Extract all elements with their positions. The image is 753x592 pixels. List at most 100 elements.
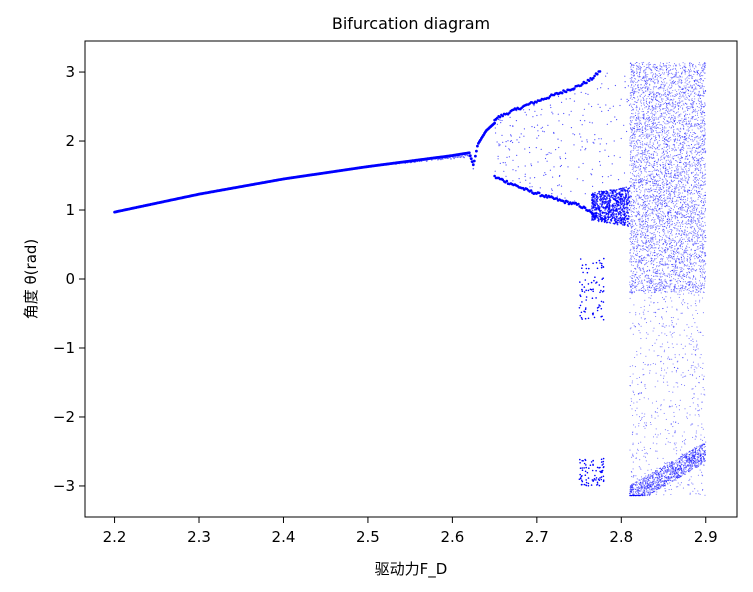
data-point-period-1 — [472, 167, 475, 170]
data-point-chaos — [666, 464, 668, 466]
data-point-transition — [599, 151, 601, 153]
data-point-chaos — [693, 68, 695, 70]
data-point-transition — [557, 185, 559, 187]
data-point-chaos — [682, 232, 684, 234]
data-point-chaos — [695, 230, 697, 232]
data-point-chaos — [694, 111, 696, 113]
data-point-chaos — [653, 116, 655, 119]
data-point-chaos — [659, 254, 661, 256]
data-point-period-doubling — [591, 192, 594, 195]
data-point-period-doubling — [617, 217, 619, 220]
data-point-chaos — [695, 186, 697, 188]
data-point-chaos — [639, 147, 641, 149]
data-point-transition — [551, 188, 553, 190]
data-point-chaos — [643, 134, 645, 136]
data-point-chaos — [649, 147, 651, 149]
data-point-transition — [579, 119, 582, 122]
data-point-chaos — [672, 209, 674, 211]
data-point-transition — [591, 105, 593, 108]
data-point-window — [579, 281, 581, 283]
data-point-chaos — [673, 145, 676, 147]
data-point-window — [589, 464, 592, 467]
data-point-transition — [573, 134, 576, 136]
data-point-window — [598, 484, 601, 487]
data-point-chaos — [675, 224, 677, 226]
data-point-chaos — [685, 210, 687, 212]
data-point-chaos — [631, 408, 633, 410]
data-point-period-doubling — [598, 206, 601, 208]
data-point-chaos — [661, 224, 663, 226]
data-point-window — [601, 264, 603, 267]
data-point-period-doubling — [617, 203, 620, 205]
data-point-chaos — [658, 149, 660, 151]
data-point-period-2-upper — [560, 91, 564, 95]
data-point-period-doubling — [611, 190, 613, 193]
data-point-chaos — [674, 403, 677, 406]
data-point-chaos — [681, 441, 684, 443]
data-point-chaos — [689, 86, 691, 88]
data-point-chaos — [664, 163, 667, 165]
data-point-chaos — [675, 177, 677, 179]
data-point-chaos — [670, 173, 672, 175]
data-point-chaos — [671, 283, 673, 285]
data-point-chaos — [698, 164, 700, 166]
data-point-window — [584, 279, 587, 281]
data-point-chaos — [698, 264, 700, 267]
data-point-chaos — [674, 122, 677, 125]
data-point-chaos — [702, 71, 704, 73]
data-point-chaos — [685, 98, 687, 100]
data-point-chaos — [683, 440, 685, 442]
data-point-chaos — [657, 243, 659, 245]
data-point-chaos — [648, 492, 650, 494]
data-point-chaos — [657, 103, 660, 105]
data-point-chaos — [657, 256, 659, 258]
data-point-chaos — [645, 211, 647, 213]
data-point-period-2-lower — [555, 197, 559, 200]
data-point-period-doubling — [605, 219, 607, 222]
data-point-chaos — [697, 137, 699, 139]
data-point-period-doubling — [614, 220, 617, 222]
data-point-chaos — [663, 143, 665, 145]
data-point-transition — [508, 156, 510, 158]
data-point-chaos — [703, 375, 705, 377]
data-point-chaos — [647, 398, 649, 400]
data-point-chaos — [657, 252, 659, 255]
data-point-chaos — [704, 138, 706, 140]
data-point-transition — [528, 109, 531, 111]
data-point-period-doubling — [603, 212, 606, 214]
data-point-chaos — [650, 129, 652, 131]
data-point-chaos — [663, 375, 665, 377]
data-point-chaos — [674, 195, 676, 197]
data-point-chaos — [647, 270, 649, 272]
data-point-chaos — [651, 96, 653, 98]
data-point-chaos — [652, 134, 654, 136]
data-point-chaos — [666, 258, 669, 260]
data-point-chaos — [696, 233, 698, 235]
data-point-period-doubling — [592, 215, 594, 218]
data-point-window — [585, 481, 588, 484]
data-point-chaos — [643, 291, 645, 293]
data-point-chaos — [684, 73, 686, 75]
data-point-chaos — [679, 115, 681, 117]
data-point-chaos — [630, 184, 633, 186]
data-point-chaos — [649, 91, 651, 93]
data-point-chaos — [697, 405, 699, 407]
data-point-chaos — [680, 256, 682, 258]
data-point-chaos — [634, 410, 636, 412]
data-point-transition — [559, 156, 561, 158]
data-point-chaos — [644, 233, 646, 235]
data-point-chaos — [677, 211, 679, 213]
data-point-transition — [505, 141, 507, 143]
data-point-chaos — [650, 134, 652, 136]
data-point-chaos — [654, 68, 656, 71]
data-point-transition — [580, 91, 582, 93]
data-point-chaos — [704, 163, 706, 165]
data-point-period-2-lower — [529, 189, 533, 192]
data-point-transition — [560, 193, 563, 195]
data-point-chaos — [651, 247, 653, 249]
data-point-chaos — [673, 179, 676, 181]
data-point-chaos — [675, 176, 677, 178]
data-point-chaos — [678, 173, 680, 175]
data-point-chaos — [701, 297, 704, 299]
data-point-chaos — [693, 216, 695, 218]
